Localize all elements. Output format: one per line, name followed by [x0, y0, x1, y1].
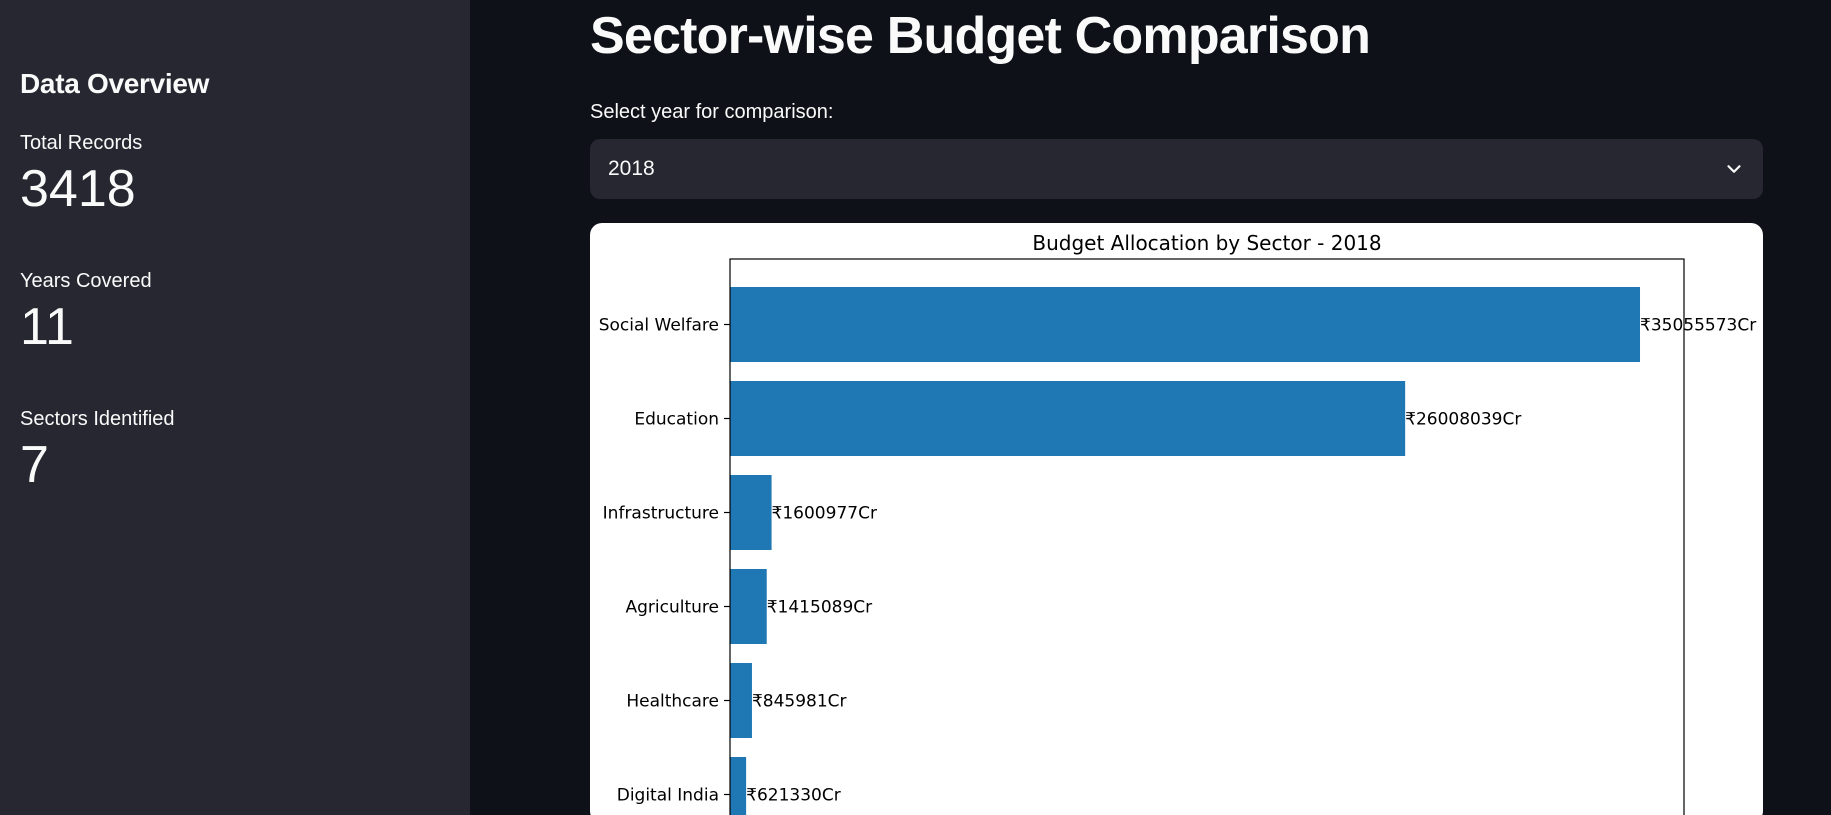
y-tick-label: Education — [634, 410, 719, 430]
metric-value: 3418 — [20, 160, 136, 218]
metric-total-records: Total Records 3418 — [20, 132, 142, 218]
metric-sectors-identified: Sectors Identified 7 — [20, 408, 175, 494]
year-select-label: Select year for comparison: — [590, 101, 834, 123]
chevron-down-icon — [1727, 165, 1741, 173]
sidebar: Data Overview Total Records 3418 Years C… — [0, 0, 470, 815]
data-label: ₹1600977Cr — [772, 504, 877, 524]
y-tick-label: Infrastructure — [603, 504, 719, 524]
metric-value: 7 — [20, 436, 49, 494]
y-tick-label: Digital India — [617, 786, 719, 806]
metric-label: Sectors Identified — [20, 408, 175, 430]
y-tick-label: Healthcare — [626, 692, 719, 712]
data-label: ₹26008039Cr — [1405, 410, 1521, 430]
bar — [730, 475, 772, 550]
year-select[interactable]: 2018 — [590, 139, 1763, 199]
bar — [730, 663, 752, 738]
bar — [730, 757, 747, 815]
data-label: ₹35055573Cr — [1640, 316, 1756, 336]
bars-group: Social Welfare ₹35055573Cr Education ₹26008… — [599, 287, 1756, 815]
metric-label: Total Records — [20, 132, 143, 154]
chart-card: Budget Allocation by Sector - 2018 Socia… — [590, 223, 1763, 815]
bar — [730, 381, 1406, 456]
data-label: ₹621330Cr — [746, 786, 841, 806]
data-label: ₹1415089Cr — [767, 598, 872, 618]
y-tick-label: Agriculture — [626, 598, 720, 618]
page-title: Sector-wise Budget Comparison — [590, 7, 1371, 65]
bar — [730, 287, 1641, 362]
bar — [730, 569, 767, 644]
year-select-value: 2018 — [608, 157, 655, 180]
metric-value: 11 — [20, 298, 74, 356]
y-tick-label: Social Welfare — [599, 316, 719, 336]
bar-chart: Budget Allocation by Sector - 2018 Socia… — [599, 231, 1756, 815]
metric-years-covered: Years Covered 11 — [20, 270, 152, 356]
metric-label: Years Covered — [20, 270, 152, 292]
data-label: ₹845981Cr — [752, 692, 847, 712]
main-content: Sector-wise Budget Comparison Select yea… — [470, 0, 1831, 815]
chart-title: Budget Allocation by Sector - 2018 — [1032, 231, 1381, 255]
plot-frame — [729, 258, 1685, 815]
sidebar-title: Data Overview — [20, 68, 210, 99]
